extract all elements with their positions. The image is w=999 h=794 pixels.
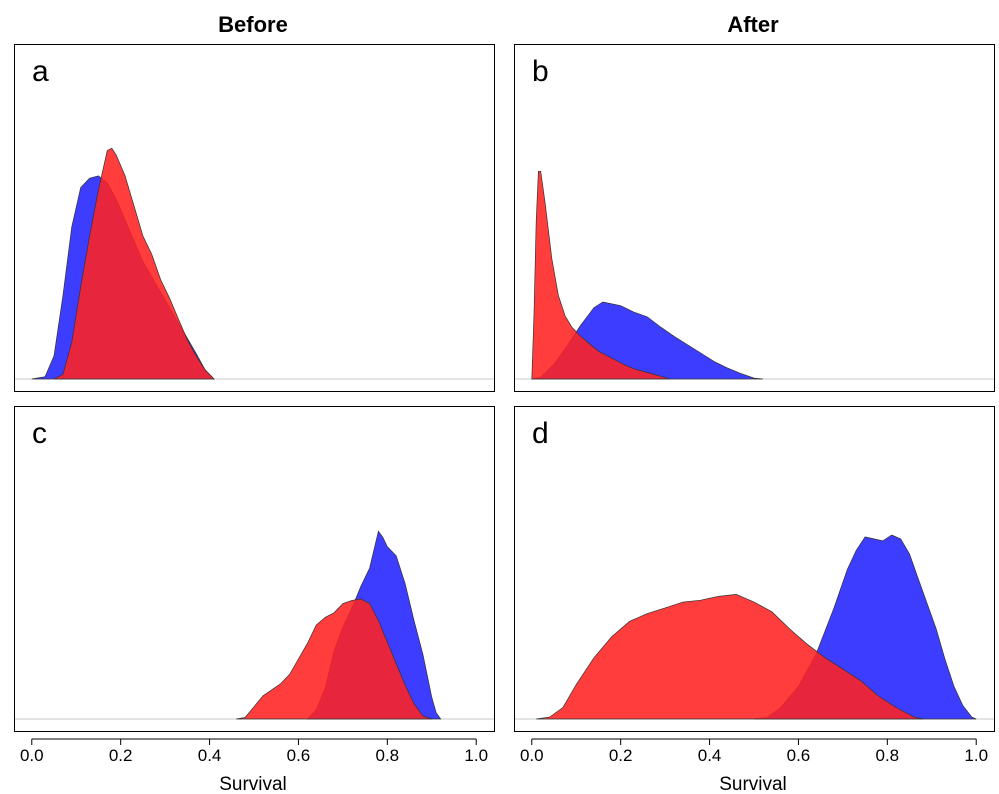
column-title-before: Before <box>218 12 288 37</box>
panel-label-a: a <box>32 55 49 88</box>
panel-label-d: d <box>532 417 549 450</box>
x-tick-label-d-5: 1.0 <box>964 746 988 765</box>
density-d-red <box>536 594 923 720</box>
panel-frame-c <box>14 406 495 732</box>
panel-frame-a <box>14 44 495 392</box>
x-axis-label-left: Survival <box>219 774 287 794</box>
x-tick-label-d-1: 0.2 <box>609 746 633 765</box>
panel-b: b <box>514 44 995 392</box>
x-tick-label-c-2: 0.4 <box>198 746 222 765</box>
density-c-red <box>236 598 432 720</box>
x-tick-label-d-3: 0.6 <box>787 746 811 765</box>
density-a-red <box>53 147 215 380</box>
x-tick-label-c-1: 0.2 <box>109 746 133 765</box>
x-tick-label-d-4: 0.8 <box>876 746 900 765</box>
panel-label-c: c <box>32 417 47 450</box>
panel-label-b: b <box>532 55 549 88</box>
column-title-after: After <box>727 12 779 37</box>
x-tick-label-c-0: 0.0 <box>20 746 44 765</box>
panel-c: c 0.0 0.2 0.4 0.6 0.8 1.0 <box>14 406 495 765</box>
x-tick-label-c-3: 0.6 <box>287 746 311 765</box>
density-b-red <box>531 170 670 380</box>
x-tick-label-c-4: 0.8 <box>376 746 400 765</box>
panel-frame-b <box>514 44 995 392</box>
panel-a: a <box>14 44 495 392</box>
x-tick-label-c-5: 1.0 <box>464 746 488 765</box>
panels-group: a b c 0.0 0.2 0.4 0.6 0.8 1.0 d 0.0 0.2 0.4 0.6 0.8 1.0 <box>14 44 995 765</box>
x-axis-label-right: Survival <box>719 774 787 794</box>
x-tick-label-d-0: 0.0 <box>520 746 544 765</box>
x-tick-label-d-2: 0.4 <box>698 746 722 765</box>
panel-d: d 0.0 0.2 0.4 0.6 0.8 1.0 <box>514 406 995 765</box>
panel-frame-d <box>514 406 995 732</box>
